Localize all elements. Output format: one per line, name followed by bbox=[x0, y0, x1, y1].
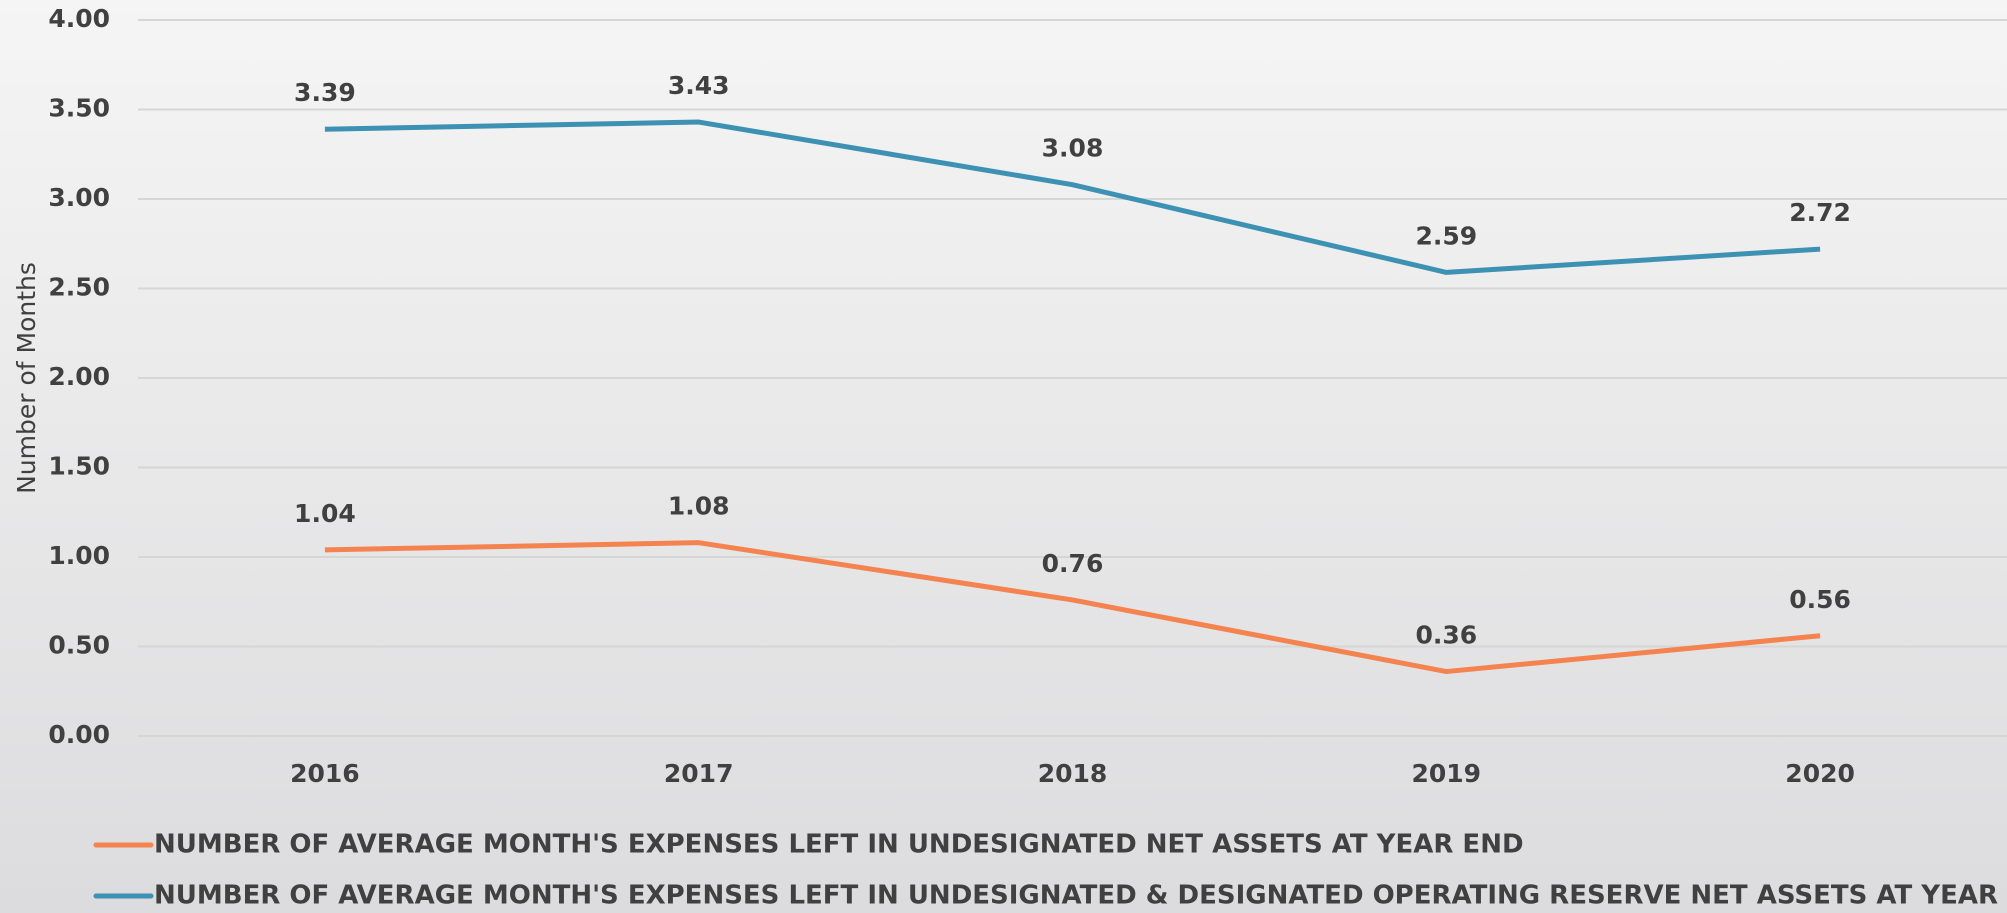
y-tick-label: 4.00 bbox=[48, 4, 110, 33]
x-tick-label: 2016 bbox=[290, 759, 360, 788]
series-line bbox=[324, 119, 1821, 275]
y-tick-label: 0.50 bbox=[48, 631, 110, 660]
y-tick-label: 1.00 bbox=[48, 541, 110, 570]
data-label: 1.08 bbox=[668, 492, 730, 521]
y-tick-label: 3.00 bbox=[48, 183, 110, 212]
data-label: 2.59 bbox=[1415, 221, 1477, 250]
data-label: 2.72 bbox=[1789, 198, 1851, 227]
x-tick-label: 2020 bbox=[1785, 759, 1855, 788]
data-label: 3.43 bbox=[668, 71, 730, 100]
y-axis-label: Number of Months bbox=[12, 262, 41, 494]
data-label: 1.04 bbox=[294, 499, 356, 528]
x-tick-label: 2017 bbox=[664, 759, 734, 788]
legend-label: NUMBER OF AVERAGE MONTH'S EXPENSES LEFT … bbox=[154, 830, 1524, 860]
legend-label: NUMBER OF AVERAGE MONTH'S EXPENSES LEFT … bbox=[154, 881, 2007, 911]
data-label: 0.56 bbox=[1789, 585, 1851, 614]
y-tick-label: 1.50 bbox=[48, 452, 110, 481]
y-tick-label: 2.00 bbox=[48, 362, 110, 391]
data-label: 0.36 bbox=[1415, 621, 1477, 650]
y-tick-label: 3.50 bbox=[48, 94, 110, 123]
x-tick-label: 2018 bbox=[1038, 759, 1108, 788]
data-label: 0.76 bbox=[1042, 549, 1104, 578]
y-tick-label: 2.50 bbox=[48, 273, 110, 302]
y-tick-label: 0.00 bbox=[48, 720, 110, 749]
series-line bbox=[324, 540, 1821, 675]
data-label: 3.39 bbox=[294, 78, 356, 107]
x-tick-label: 2019 bbox=[1412, 759, 1482, 788]
data-label: 3.08 bbox=[1042, 134, 1104, 163]
